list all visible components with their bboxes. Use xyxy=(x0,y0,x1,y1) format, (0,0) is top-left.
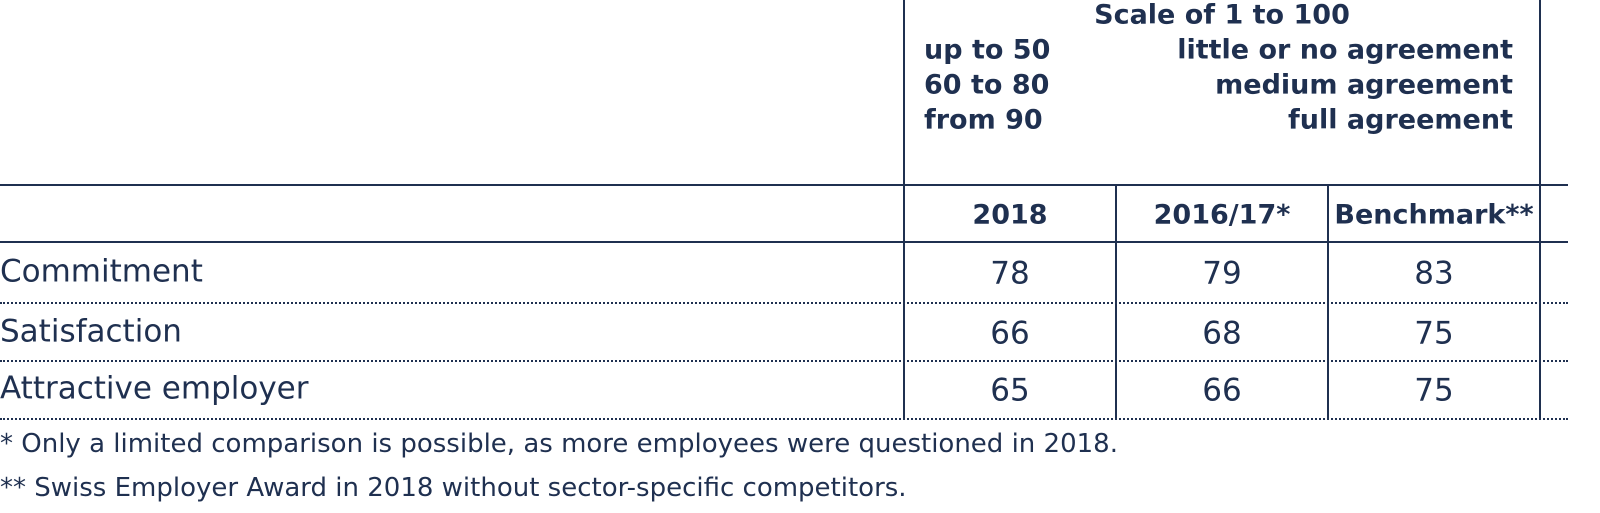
scale-meaning: full agreement xyxy=(1288,104,1513,136)
row-divider xyxy=(0,360,1568,362)
row-label: Satisfaction xyxy=(0,313,182,350)
row-label: Commitment xyxy=(0,253,203,290)
cell-value: 83 xyxy=(1414,255,1454,292)
scale-meaning: little or no agreement xyxy=(1177,34,1513,66)
scale-meaning: medium agreement xyxy=(1215,69,1513,101)
scale-range: up to 50 xyxy=(924,34,1051,66)
cell-value: 75 xyxy=(1414,315,1454,352)
cell-value: 75 xyxy=(1414,372,1454,409)
cell-value: 65 xyxy=(990,372,1030,409)
column-header: 2018 xyxy=(972,199,1048,231)
column-header: Benchmark** xyxy=(1334,199,1534,231)
footnote: ** Swiss Employer Award in 2018 without … xyxy=(0,473,907,503)
footnote: * Only a limited comparison is possible,… xyxy=(0,429,1118,459)
cell-value: 79 xyxy=(1202,255,1242,292)
column-header: 2016/17* xyxy=(1153,199,1291,231)
scale-range: from 90 xyxy=(924,104,1043,136)
header-rule xyxy=(0,184,1568,186)
scale-title: Scale of 1 to 100 xyxy=(1094,0,1350,31)
row-divider xyxy=(0,302,1568,304)
row-divider xyxy=(0,418,1568,420)
cell-value: 66 xyxy=(1202,372,1242,409)
header-rule xyxy=(0,241,1568,243)
cell-value: 68 xyxy=(1202,315,1242,352)
row-label: Attractive employer xyxy=(0,370,309,407)
scale-range: 60 to 80 xyxy=(924,69,1050,101)
column-divider xyxy=(903,0,905,420)
cell-value: 66 xyxy=(990,315,1030,352)
column-divider xyxy=(1539,0,1541,420)
cell-value: 78 xyxy=(990,255,1030,292)
